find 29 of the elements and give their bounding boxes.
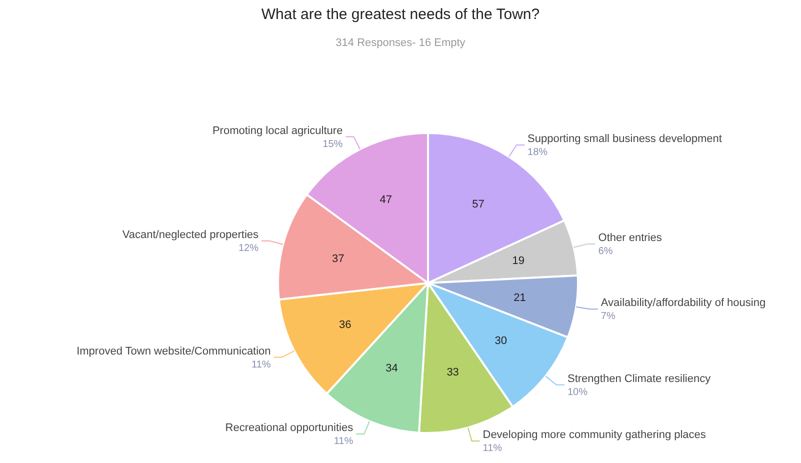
text: 10% [568, 386, 588, 398]
data-label: 47 [380, 194, 392, 206]
slice-label: Promoting local agriculture [212, 124, 343, 137]
data-label: 34 [386, 362, 398, 375]
chart-title: What are the greatest needs of the Town? [260, 6, 541, 23]
text: 15% [322, 138, 343, 150]
data-label: 33 [446, 366, 459, 379]
text: 7% [600, 311, 616, 322]
data-label: 57 [472, 198, 484, 211]
text: 6% [598, 246, 613, 257]
slice-label: Recreational opportunities [225, 422, 354, 434]
data-label: 30 [494, 334, 507, 347]
slice-label: Vacant/neglected properties [122, 228, 260, 241]
chart-subtitle: 314 Responses- 16 Empty [334, 37, 466, 49]
text: 11% [482, 443, 502, 454]
slice-label: Supporting small business development [528, 132, 722, 145]
slice-label: Strengthen Climate resiliency [568, 372, 712, 385]
slice-label: Availability/affordability of housing [600, 297, 766, 310]
slice-label: Improved Town website/Communication [76, 345, 271, 358]
text: 11% [334, 436, 354, 448]
text: 18% [528, 146, 548, 158]
data-label: 36 [338, 319, 352, 332]
data-label: 37 [332, 253, 344, 266]
text: 12% [238, 242, 259, 254]
data-label: 19 [512, 254, 524, 267]
data-label: 21 [514, 292, 526, 304]
slice-label: Other entries [598, 232, 662, 244]
slice-label: Developing more community gathering places [482, 429, 706, 442]
text: 11% [252, 359, 271, 370]
